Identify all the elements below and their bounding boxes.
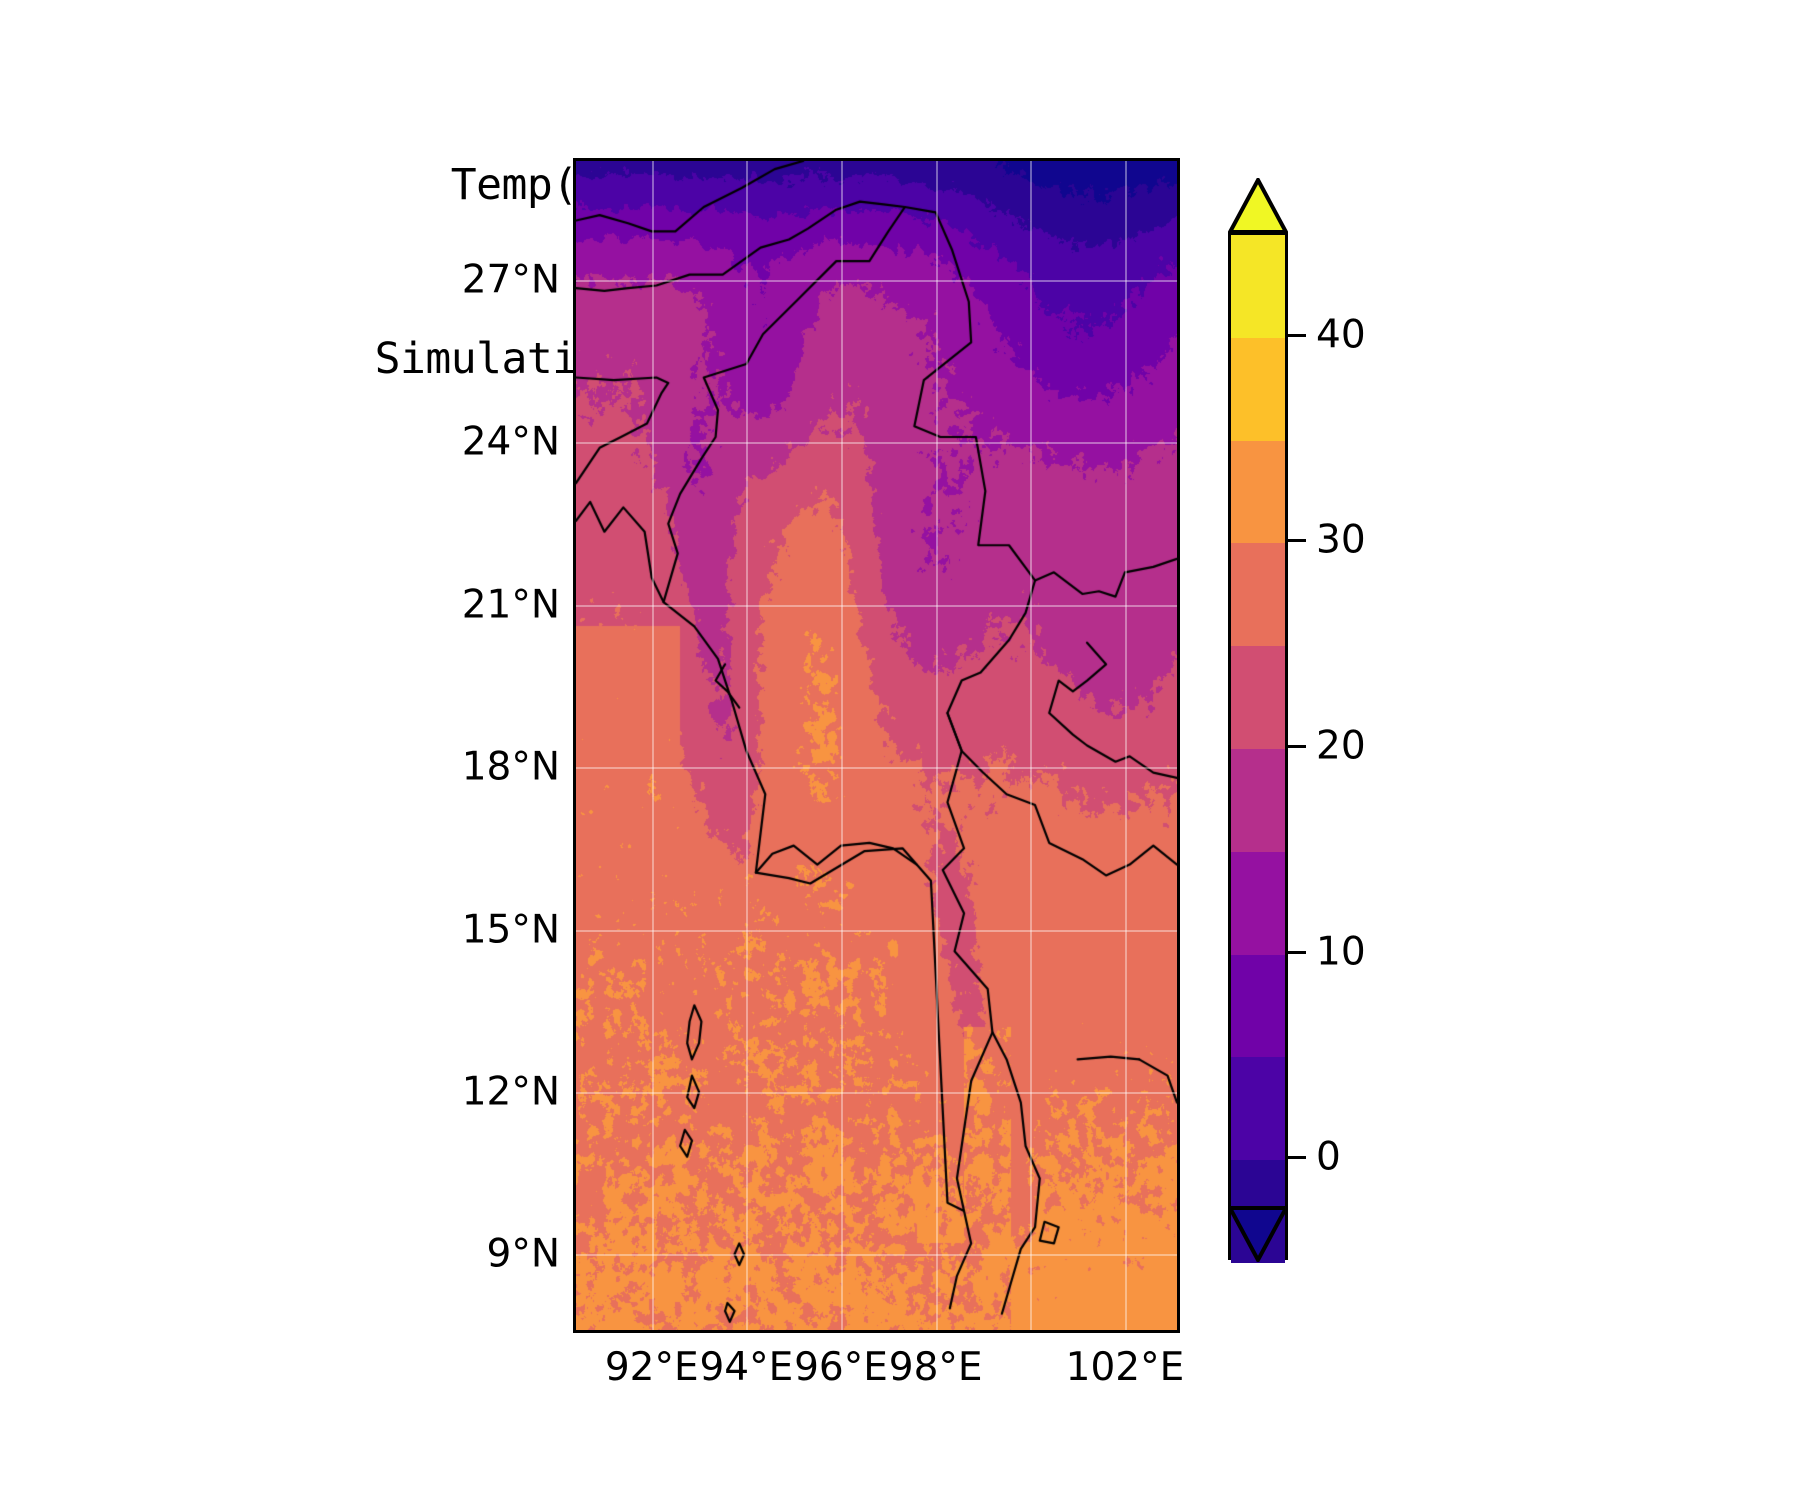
temperature-heatmap-canvas xyxy=(576,161,1177,1330)
colorbar-band-0 xyxy=(1231,1057,1285,1161)
colorbar-band-10 xyxy=(1231,851,1285,955)
lon-tick-102: 102°E xyxy=(1065,1345,1185,1390)
lon-tick-98: 98°E xyxy=(888,1345,983,1390)
lon-tick-96: 96°E xyxy=(794,1345,888,1390)
colorbar-over-arrow xyxy=(1226,175,1290,234)
colorbar-band-30 xyxy=(1231,440,1285,544)
colorbar-tick-mark-40 xyxy=(1288,333,1306,337)
colorbar-over-arrow-shape xyxy=(1226,175,1290,234)
lat-tick-27: 27°N xyxy=(461,257,560,303)
colorbar-tick-mark-10 xyxy=(1288,950,1306,954)
lat-tick-21: 21°N xyxy=(461,582,560,628)
colorbar-band-5 xyxy=(1231,954,1285,1058)
lat-tick-12: 12°N xyxy=(461,1069,560,1115)
colorbar-under-arrow-shape xyxy=(1226,1206,1290,1265)
lon-tick-94: 94°E xyxy=(699,1345,794,1390)
lat-tick-9: 9°N xyxy=(486,1231,561,1277)
colorbar-tick-label-30: 30 xyxy=(1316,517,1366,563)
colorbar-tick-label-40: 40 xyxy=(1316,312,1366,358)
lat-tick-15: 15°N xyxy=(461,907,560,952)
lat-tick-18: 18°N xyxy=(461,744,560,790)
colorbar-tick-label-10: 10 xyxy=(1316,929,1366,975)
map-plot-area xyxy=(573,158,1180,1333)
lat-tick-24: 24°N xyxy=(461,419,560,465)
colorbar-band-35 xyxy=(1231,337,1285,441)
colorbar-body xyxy=(1228,232,1288,1263)
colorbar-band-40 xyxy=(1231,235,1285,338)
colorbar-band-20 xyxy=(1231,646,1285,749)
colorbar-band-15 xyxy=(1231,749,1285,852)
colorbar-tick-mark-30 xyxy=(1288,539,1306,543)
colorbar-tick-label-20: 20 xyxy=(1316,723,1366,769)
colorbar-tick-label-0: 0 xyxy=(1316,1134,1341,1180)
colorbar-band-25 xyxy=(1231,543,1285,647)
lon-tick-92: 92°E xyxy=(604,1345,699,1390)
colorbar-tick-mark-20 xyxy=(1288,745,1306,748)
colorbar: 0 10 20 30 40 xyxy=(1226,175,1366,1332)
colorbar-under-arrow xyxy=(1226,1206,1290,1265)
colorbar-tick-mark-0 xyxy=(1288,1156,1306,1160)
